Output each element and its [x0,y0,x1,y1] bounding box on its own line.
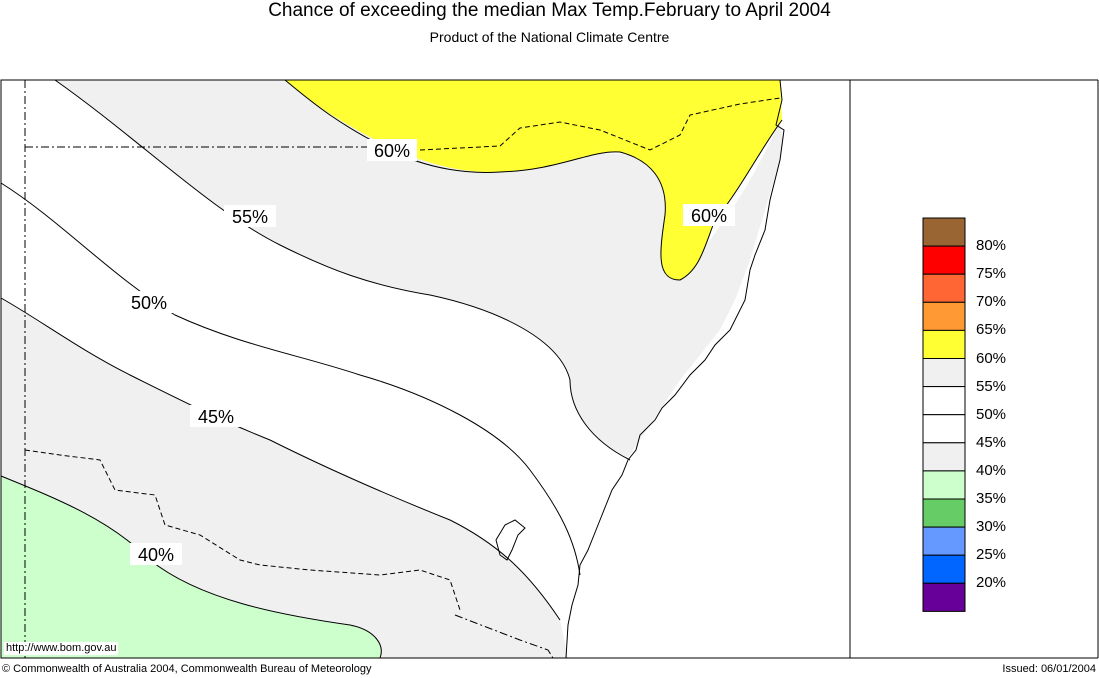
contour-label-60-north: 60% [374,141,410,161]
band-35-southwest [1,476,382,658]
legend-swatch [922,358,966,388]
source-url[interactable]: http://www.bom.gov.au [4,642,119,655]
legend-label: 70% [976,293,1007,311]
legend-swatch [922,526,966,556]
legend-label: 45% [976,433,1007,451]
contour-label-40: 40% [138,545,174,565]
band-55-northeast [55,80,785,460]
contour-40 [0,475,382,659]
legend-label: 20% [976,574,1007,592]
contour-label-45: 45% [198,407,234,427]
legend-swatch [922,245,966,275]
map-frame [0,79,851,659]
map-title: Chance of exceeding the median Max Temp.… [268,0,831,21]
contour-label-55: 55% [232,207,268,227]
legend-swatch [922,470,966,500]
ocean [568,120,850,658]
legend-label: 60% [976,349,1007,367]
legend-label: 30% [976,518,1007,536]
legend-label: 80% [976,237,1007,255]
contour-labels: 60% 60% 55% 50% 45% 40% [124,139,735,565]
legend-label: 75% [976,265,1007,283]
map-subtitle: Product of the National Climate Centre [429,29,670,45]
river-north [419,97,781,151]
legend-swatch [922,554,966,584]
legend-swatch [922,414,966,444]
legend-label: 35% [976,490,1007,507]
legend-label: 50% [976,405,1007,423]
issued-date: Issued: 06/01/2004 [1002,663,1096,675]
legend-swatch [922,273,966,303]
legend-label: 65% [976,321,1007,339]
legend-label: 25% [976,546,1007,564]
band-60-north [285,80,782,280]
contour-50 [0,182,581,576]
legend-swatch [922,386,966,416]
legend-swatch [922,498,966,528]
contour-label-60-east: 60% [691,206,727,226]
legend-swatch [922,329,966,359]
copyright-notice: © Commonwealth of Australia 2004, Common… [2,663,372,675]
lake-outline [495,519,526,561]
legend-swatch [922,442,966,472]
coastline [565,79,785,659]
legend-swatches [922,217,966,612]
contour-45 [0,297,561,621]
legend-swatch [922,301,966,331]
legend-swatch [922,582,966,612]
legend-swatch [922,217,966,247]
contour-label-50: 50% [131,293,167,313]
legend-label: 40% [976,461,1007,479]
state-border-south [454,614,554,659]
legend-label: 55% [976,377,1007,395]
contour-55 [54,79,631,461]
river-south [24,449,461,611]
